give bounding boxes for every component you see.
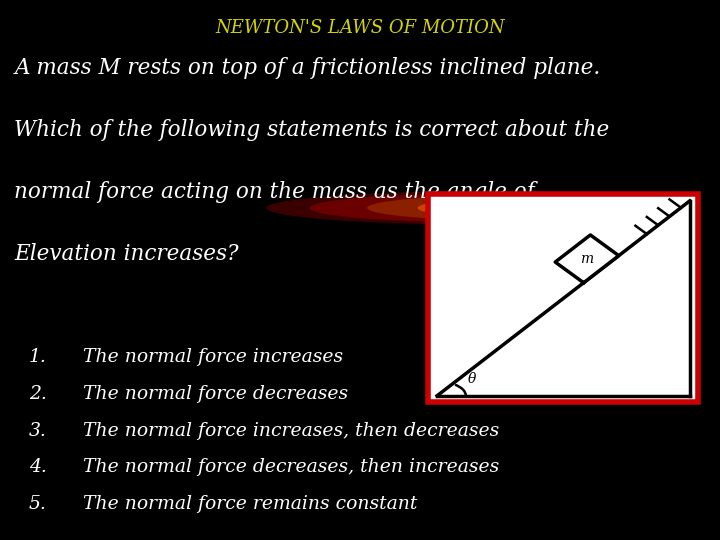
Text: 4.: 4. [29,458,47,476]
Text: normal force acting on the mass as the angle of: normal force acting on the mass as the a… [14,181,535,203]
Text: NEWTON'S LAWS OF MOTION: NEWTON'S LAWS OF MOTION [215,19,505,37]
Text: 2.: 2. [29,385,47,403]
Text: 3.: 3. [29,422,47,440]
Text: The normal force decreases: The normal force decreases [83,385,348,403]
Ellipse shape [511,200,641,216]
Text: Elevation increases?: Elevation increases? [14,243,239,265]
Text: 1.: 1. [29,348,47,366]
Ellipse shape [554,201,641,214]
Bar [428,194,698,402]
Ellipse shape [266,191,698,225]
Text: A mass M rests on top of a frictionless inclined plane.: A mass M rests on top of a frictionless … [14,57,600,79]
Text: The normal force decreases, then increases: The normal force decreases, then increas… [83,458,499,476]
Ellipse shape [310,193,684,222]
Text: 5.: 5. [29,495,47,513]
Text: Which of the following statements is correct about the: Which of the following statements is cor… [14,119,610,141]
Ellipse shape [418,197,662,219]
Text: The normal force increases: The normal force increases [83,348,343,366]
Ellipse shape [613,204,639,211]
Text: θ: θ [468,372,477,386]
Ellipse shape [590,203,641,213]
Text: m: m [580,252,593,266]
Text: The normal force increases, then decreases: The normal force increases, then decreas… [83,422,499,440]
Ellipse shape [367,195,670,221]
Polygon shape [555,235,618,283]
Text: The normal force remains constant: The normal force remains constant [83,495,417,513]
Ellipse shape [468,198,655,218]
